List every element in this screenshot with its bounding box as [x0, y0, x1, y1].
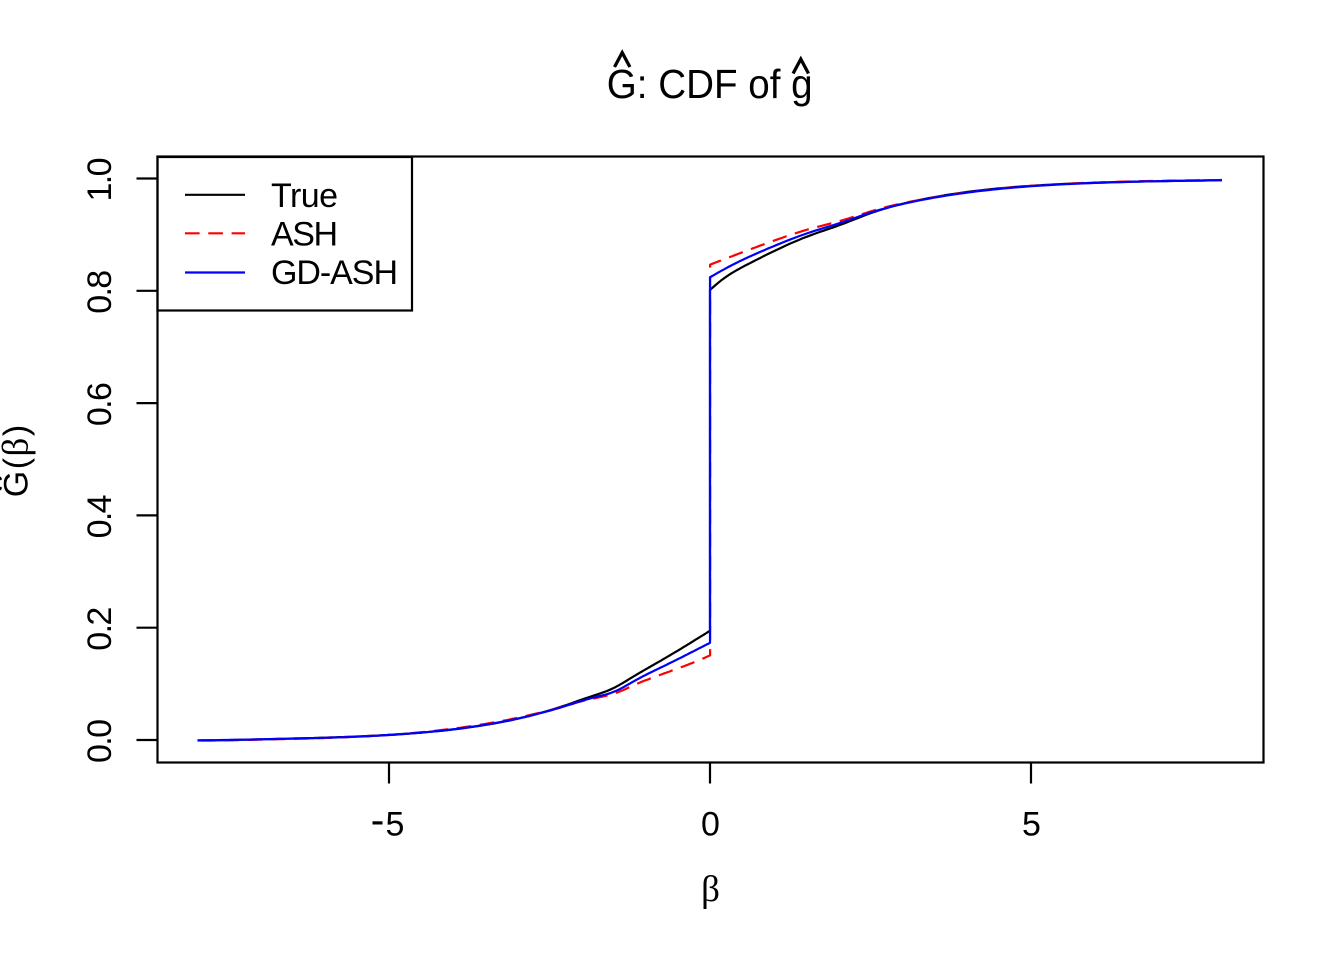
svg-text:0.0: 0.0 — [81, 719, 119, 763]
svg-text:True: True — [271, 177, 338, 215]
svg-text:ASH: ASH — [271, 216, 338, 254]
svg-text:5: 5 — [1022, 806, 1041, 844]
svg-text:0.2: 0.2 — [81, 607, 119, 651]
svg-text:0: 0 — [701, 806, 720, 844]
svg-text:G: CDF of g: G: CDF of g — [607, 61, 813, 107]
svg-text:0.6: 0.6 — [81, 382, 119, 426]
svg-text:0.4: 0.4 — [81, 494, 119, 538]
svg-text:β: β — [701, 869, 720, 910]
svg-text:5: 5 — [386, 806, 405, 844]
svg-text:G(β): G(β) — [0, 425, 37, 498]
svg-text:0.8: 0.8 — [81, 270, 119, 314]
svg-text:1.0: 1.0 — [81, 158, 119, 202]
svg-text:GD-ASH: GD-ASH — [271, 254, 398, 292]
